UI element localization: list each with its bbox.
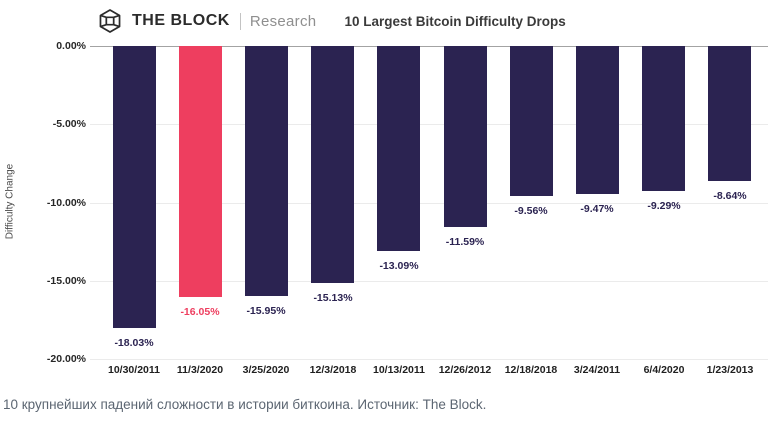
bar (444, 46, 487, 227)
chart-header: THE BLOCK Research 10 Largest Bitcoin Di… (97, 7, 566, 35)
gridline (90, 124, 768, 125)
bar-value-label: -8.64% (713, 190, 747, 202)
bar-value-label: -18.03% (114, 337, 154, 349)
bar (245, 46, 288, 296)
x-tick-label: 11/3/2020 (176, 364, 224, 376)
gridline (90, 281, 768, 282)
y-tick-label: 0.00% (56, 40, 86, 52)
x-tick-label: 6/4/2020 (643, 364, 685, 376)
y-tick-label: -10.00% (46, 197, 86, 209)
bar (510, 46, 553, 196)
x-tick-label: 10/13/2011 (373, 364, 425, 376)
gridline (90, 203, 768, 204)
gridline (90, 46, 768, 47)
y-tick-label: -15.00% (46, 275, 86, 287)
x-tick-label: 12/26/2012 (438, 364, 492, 376)
gridline (90, 359, 768, 360)
x-tick-label: 12/3/2018 (309, 364, 357, 376)
bar-value-label: -9.47% (580, 203, 614, 215)
y-tick-label: -20.00% (46, 353, 86, 365)
bar (311, 46, 354, 283)
bar-value-label: -16.05% (180, 306, 220, 318)
bar (642, 46, 685, 191)
bar (377, 46, 420, 251)
the-block-logo-icon (99, 9, 121, 33)
x-tick-label: 10/30/2011 (108, 364, 160, 376)
brand-name: THE BLOCK (132, 12, 230, 29)
bar-value-label: -15.95% (246, 305, 286, 317)
x-tick-label: 1/23/2013 (706, 364, 754, 376)
bar-value-label: -11.59% (445, 236, 485, 248)
bar (708, 46, 751, 181)
bar-value-label: -13.09% (379, 260, 419, 272)
brand-divider (239, 12, 241, 30)
brand-subtitle: Research (249, 12, 317, 30)
bar (576, 46, 619, 194)
x-tick-label: 12/18/2018 (504, 364, 558, 376)
bar (113, 46, 156, 328)
chart-title: 10 Largest Bitcoin Difficulty Drops (344, 13, 566, 29)
x-tick-label: 3/24/2011 (573, 364, 621, 376)
bar (179, 46, 222, 297)
bar-value-label: -9.29% (647, 200, 681, 212)
caption: 10 крупнейших падений сложности в истори… (3, 397, 487, 412)
bar-value-label: -15.13% (313, 292, 353, 304)
y-tick-label: -5.00% (52, 118, 86, 130)
difficulty-drops-chart: Difficulty Change 0.00% -5.00% -10.00% -15.… (5, 40, 768, 376)
bar-value-label: -9.56% (514, 205, 548, 217)
x-tick-label: 3/25/2020 (242, 364, 290, 376)
